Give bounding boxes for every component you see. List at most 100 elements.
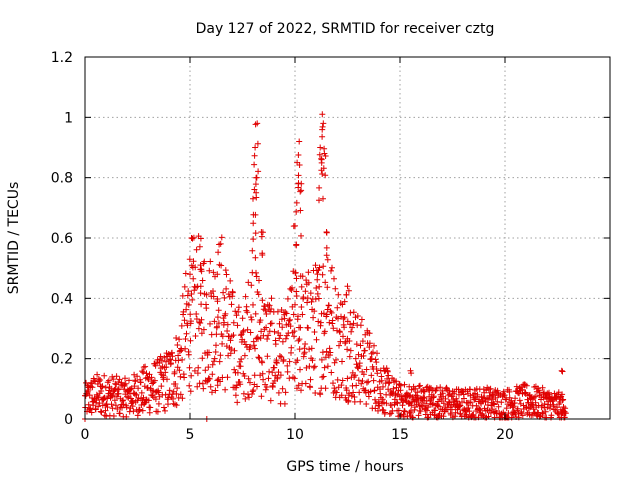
data-point <box>333 356 339 363</box>
data-point <box>555 389 562 396</box>
data-point <box>225 291 232 298</box>
data-point <box>401 381 408 388</box>
data-point <box>427 397 434 404</box>
data-point <box>271 328 278 335</box>
data-point <box>316 151 323 158</box>
data-point <box>314 276 321 283</box>
data-point <box>365 378 372 385</box>
data-point <box>262 307 269 314</box>
data-point <box>146 409 153 416</box>
data-point <box>229 289 236 296</box>
data-point <box>246 394 252 401</box>
data-point <box>382 409 388 416</box>
data-point <box>541 401 548 407</box>
data-point <box>260 376 267 383</box>
data-point <box>242 341 249 348</box>
data-point <box>245 375 252 382</box>
data-point <box>448 406 455 413</box>
data-point <box>425 404 432 411</box>
data-point <box>348 328 355 335</box>
data-point <box>264 353 271 360</box>
data-point <box>206 375 213 382</box>
data-point <box>370 377 377 384</box>
data-point <box>189 235 196 242</box>
x-tick-label: 0 <box>81 427 90 443</box>
data-point <box>371 342 377 349</box>
data-point <box>370 349 376 356</box>
data-point <box>519 412 526 419</box>
data-point <box>169 353 176 360</box>
data-point <box>337 338 344 345</box>
data-point <box>324 363 331 370</box>
data-point <box>354 313 361 319</box>
data-point <box>214 298 221 305</box>
data-point <box>291 333 297 340</box>
data-point <box>177 373 184 380</box>
data-point <box>351 398 358 405</box>
data-point <box>241 373 248 379</box>
data-point <box>357 342 364 349</box>
data-point <box>198 301 205 308</box>
data-point <box>186 382 193 389</box>
data-point <box>319 111 326 118</box>
data-point <box>126 377 132 384</box>
data-point <box>197 235 204 242</box>
data-point <box>115 379 122 385</box>
data-point <box>183 330 190 337</box>
data-point <box>424 407 430 414</box>
data-point <box>293 208 300 215</box>
data-point <box>353 382 360 389</box>
data-point <box>498 399 505 406</box>
data-point <box>155 389 162 396</box>
data-point <box>214 271 221 278</box>
data-point <box>211 318 218 325</box>
data-point <box>335 291 342 298</box>
data-point <box>491 401 498 408</box>
data-point <box>127 386 134 393</box>
data-point <box>323 252 330 259</box>
data-point <box>102 384 109 391</box>
data-point <box>319 271 326 278</box>
data-point <box>240 327 247 334</box>
data-point <box>559 397 566 404</box>
data-point <box>181 283 188 290</box>
data-point <box>319 123 326 130</box>
data-point <box>228 301 235 308</box>
x-tick-label: 5 <box>186 427 195 443</box>
data-point <box>176 367 183 374</box>
data-point <box>149 380 156 387</box>
data-point <box>315 295 322 302</box>
data-point <box>539 384 546 391</box>
data-point <box>350 320 357 327</box>
data-point <box>298 180 305 187</box>
data-point <box>286 317 292 324</box>
data-point <box>108 401 115 408</box>
data-point <box>214 382 221 389</box>
data-point <box>305 279 312 286</box>
data-point <box>432 407 439 414</box>
data-point <box>384 375 391 382</box>
data-point <box>372 356 379 363</box>
data-point <box>199 277 206 284</box>
data-point <box>353 341 360 348</box>
data-point <box>384 368 391 375</box>
data-point <box>548 412 555 419</box>
data-point <box>323 244 330 251</box>
data-point <box>122 380 129 387</box>
data-point <box>299 273 306 280</box>
data-point <box>408 410 414 416</box>
data-point <box>295 152 302 158</box>
data-point <box>379 396 386 403</box>
data-point <box>254 140 261 147</box>
data-point <box>252 310 259 317</box>
data-point <box>359 338 366 345</box>
data-point <box>322 153 329 159</box>
data-point <box>173 335 180 341</box>
data-point <box>275 389 282 396</box>
data-point <box>329 264 335 271</box>
data-point <box>202 367 209 374</box>
data-point <box>289 284 295 291</box>
data-point <box>279 324 286 331</box>
data-point <box>297 188 304 195</box>
data-point <box>344 375 351 382</box>
